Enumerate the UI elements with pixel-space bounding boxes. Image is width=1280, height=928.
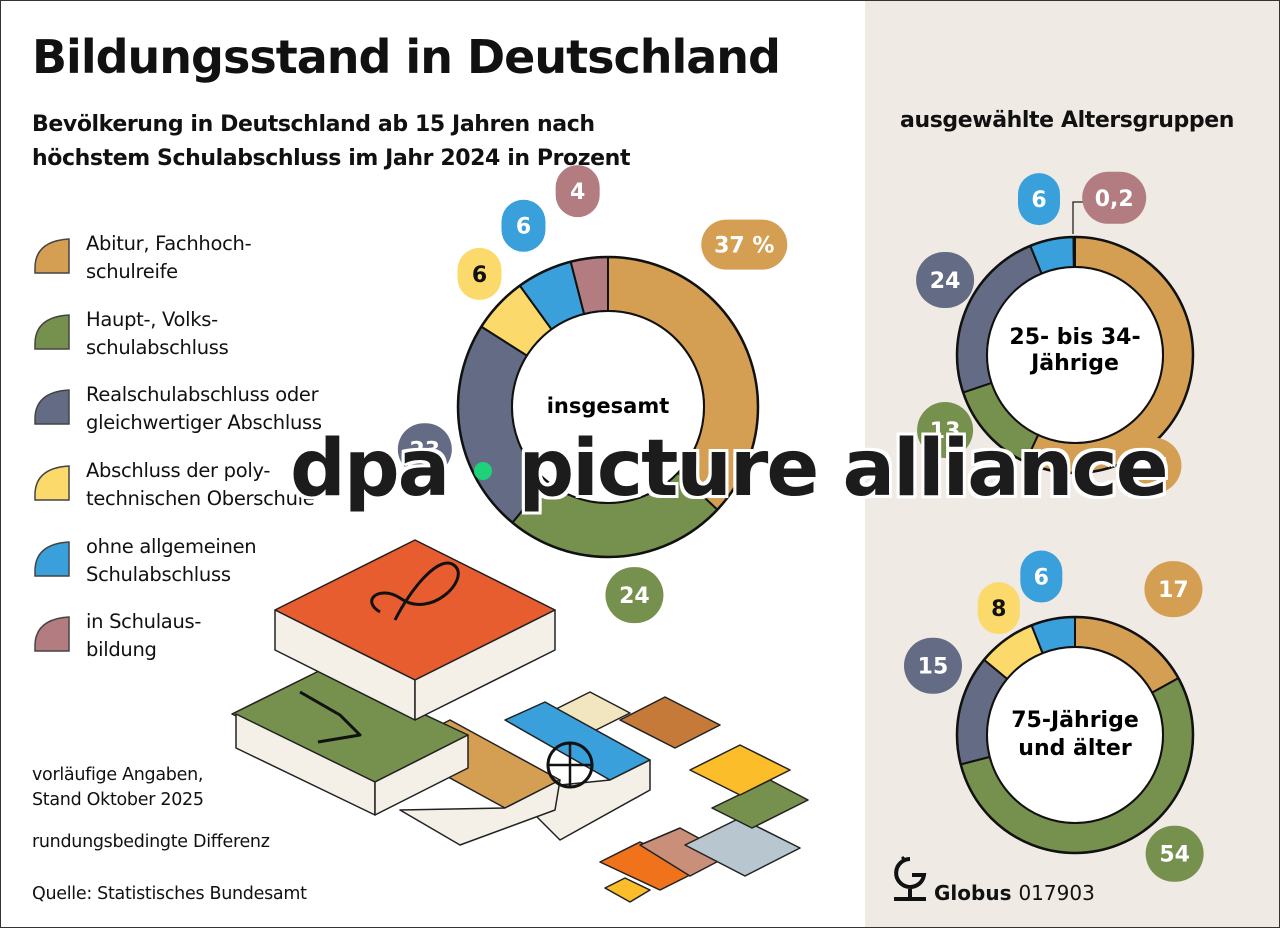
legend-item: ohne allgemeinen Schulabschluss — [34, 533, 354, 593]
rounding-note: rundungsbedingte Differenz — [32, 832, 270, 852]
data-label: 37 % — [714, 234, 774, 259]
value-badge — [701, 219, 788, 270]
data-label: 23 — [410, 438, 441, 463]
legend-item: Abschluss der poly- technischen Oberschu… — [34, 457, 354, 517]
donut-chart-25-34 — [955, 235, 1195, 475]
legend-item: Realschulabschluss oder gleichwertiger A… — [34, 381, 354, 441]
donut-center-label-line-2: Jährige — [1029, 351, 1119, 376]
legend-item: Haupt-, Volks- schulabschluss — [34, 306, 354, 366]
legend-item: in Schulaus- bildung — [34, 608, 354, 668]
donut-center-label-line-1: 25- bis 34- — [1009, 325, 1140, 350]
value-badge — [605, 567, 664, 624]
data-label: 24 — [619, 584, 650, 609]
data-label: 17 — [1158, 578, 1189, 603]
data-label: 54 — [1159, 843, 1190, 868]
legend-swatch-icon — [34, 238, 70, 274]
legend-label: Abschluss der poly- technischen Oberschu… — [86, 459, 315, 510]
donut-hole — [511, 310, 705, 504]
data-label: 24 — [930, 269, 961, 294]
value-badge — [1018, 173, 1061, 226]
donut-chart-75-plus — [955, 615, 1195, 855]
value-badge — [1082, 171, 1147, 224]
legend-label: Realschulabschluss oder gleichwertiger A… — [86, 383, 322, 434]
source-note: Quelle: Statistisches Bundesamt — [32, 884, 307, 904]
data-label: 6 — [1034, 566, 1049, 591]
value-badge — [1020, 550, 1063, 603]
donut-center-label-line-1: 75-Jährige — [1011, 708, 1139, 733]
value-badge — [917, 402, 974, 458]
legend-swatch-icon — [34, 389, 70, 425]
value-badge — [501, 199, 546, 252]
legend-label: ohne allgemeinen Schulabschluss — [86, 535, 257, 586]
legend-swatch-icon — [34, 465, 70, 501]
watermark-right: picture alliance — [518, 424, 1168, 514]
books-illustration — [231, 539, 809, 903]
legend-label: in Schulaus- bildung — [86, 610, 202, 661]
data-label: 0,2 — [1095, 187, 1134, 212]
donut-center-label: insgesamt — [547, 394, 670, 418]
globus-logo-icon — [894, 855, 927, 901]
value-badge — [1144, 561, 1203, 618]
value-badge — [457, 247, 502, 300]
donut-center-label-line-2: und älter — [1018, 736, 1132, 761]
chart-subtitle: Bevölkerung in Deutschland ab 15 Jahren … — [32, 108, 630, 176]
data-label: 15 — [918, 655, 949, 680]
value-badge — [903, 637, 962, 694]
donut-outline — [955, 235, 1195, 475]
legend-label: Haupt-, Volks- schulabschluss — [86, 308, 229, 359]
legend-swatch-icon — [34, 541, 70, 577]
watermark-dot-icon — [474, 461, 493, 480]
legend-swatch-icon — [34, 616, 70, 652]
subtitle-line-1: Bevölkerung in Deutschland ab 15 Jahren … — [32, 112, 595, 137]
globus-brand: Globus — [934, 881, 1012, 905]
age-groups-heading: ausgewählte Altersgruppen — [900, 108, 1235, 133]
value-badge — [555, 165, 600, 218]
watermark-left: dpa — [290, 424, 450, 514]
globus-credit: Globus 017903 — [934, 881, 1095, 905]
provisional-note: vorläufige Angaben, Stand Oktober 2025 — [32, 765, 204, 810]
watermark: dpa picture alliance — [290, 424, 1169, 514]
data-label: 8 — [991, 597, 1006, 622]
data-label: 13 — [930, 419, 961, 444]
legend-swatch-icon — [34, 314, 70, 350]
donut-slice — [1072, 235, 1076, 269]
value-badge — [397, 423, 452, 476]
data-label: 6 — [516, 215, 531, 240]
value-badge — [916, 252, 975, 308]
value-badge — [1145, 825, 1204, 882]
value-badges: 37 % 24 23 6 6 4 57 13 24 6 0,2 17 54 15 8 6 — [397, 165, 1204, 882]
data-label: 4 — [570, 180, 585, 205]
legend-item: Abitur, Fachhoch- schulreife — [34, 230, 354, 290]
value-badge — [977, 582, 1020, 635]
chart-title: Bildungsstand in Deutschland — [32, 30, 781, 84]
subtitle-line-2: höchstem Schulabschluss im Jahr 2024 in … — [32, 146, 631, 171]
data-label: 57 — [1137, 455, 1168, 480]
globus-number: 017903 — [1018, 881, 1095, 905]
donut-hole — [986, 646, 1164, 824]
value-badge — [1123, 437, 1182, 494]
donut-hole — [986, 266, 1164, 444]
donut-outline — [955, 615, 1195, 855]
data-label: 6 — [1031, 188, 1046, 213]
donut-outline — [456, 255, 760, 559]
legend-label: Abitur, Fachhoch- schulreife — [86, 232, 252, 283]
data-label: 6 — [472, 263, 487, 288]
